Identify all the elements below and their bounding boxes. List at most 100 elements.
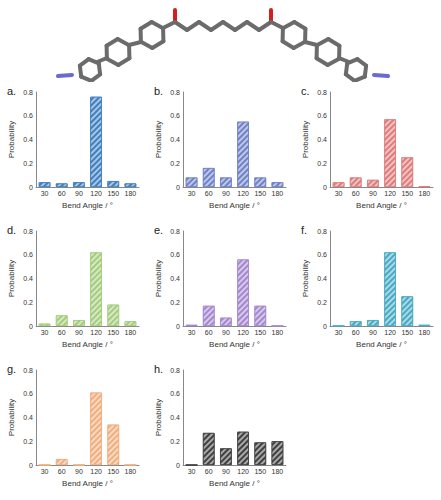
svg-text:Bend Angle / °: Bend Angle / ° [356,340,407,349]
svg-text:0: 0 [176,323,180,330]
svg-text:120: 120 [384,329,396,336]
svg-text:180: 180 [272,468,284,475]
svg-text:0.8: 0.8 [23,89,33,96]
svg-text:0: 0 [176,462,180,469]
svg-text:0: 0 [323,184,327,191]
svg-text:90: 90 [222,468,230,475]
svg-text:180: 180 [272,329,284,336]
svg-text:150: 150 [401,190,413,197]
svg-text:150: 150 [254,329,266,336]
svg-text:0.2: 0.2 [170,438,180,445]
svg-text:0.4: 0.4 [317,275,327,282]
svg-text:0.8: 0.8 [23,228,33,235]
svg-text:30: 30 [335,190,343,197]
svg-text:Bend Angle / °: Bend Angle / ° [209,201,260,210]
svg-text:0.2: 0.2 [23,438,33,445]
svg-text:Bend Angle / °: Bend Angle / ° [62,479,113,488]
svg-text:Bend Angle / °: Bend Angle / ° [356,201,407,210]
svg-text:120: 120 [90,190,102,197]
svg-text:150: 150 [107,190,119,197]
svg-text:90: 90 [75,468,83,475]
svg-text:150: 150 [401,329,413,336]
svg-text:150: 150 [254,468,266,475]
svg-text:Probability: Probability [154,399,163,436]
svg-text:180: 180 [125,329,137,336]
svg-text:0.8: 0.8 [317,228,327,235]
svg-text:90: 90 [369,190,377,197]
svg-text:0.6: 0.6 [317,112,327,119]
svg-text:g.: g. [7,363,16,375]
svg-text:0.6: 0.6 [317,251,327,258]
svg-text:30: 30 [41,468,49,475]
svg-text:0.4: 0.4 [170,414,180,421]
svg-text:90: 90 [222,329,230,336]
svg-text:0.4: 0.4 [170,136,180,143]
svg-text:0.6: 0.6 [170,251,180,258]
svg-text:0.8: 0.8 [170,228,180,235]
svg-text:150: 150 [107,329,119,336]
svg-text:0: 0 [29,462,33,469]
svg-text:30: 30 [41,190,49,197]
svg-text:0.2: 0.2 [317,160,327,167]
svg-text:Bend Angle / °: Bend Angle / ° [209,340,260,349]
svg-text:30: 30 [188,468,196,475]
svg-text:Probability: Probability [7,260,16,297]
svg-text:0.4: 0.4 [317,136,327,143]
svg-text:Probability: Probability [7,121,16,158]
svg-text:0: 0 [323,323,327,330]
svg-text:180: 180 [125,468,137,475]
svg-text:30: 30 [188,329,196,336]
svg-text:0.8: 0.8 [317,89,327,96]
svg-text:h.: h. [154,363,163,375]
svg-text:Probability: Probability [154,260,163,297]
svg-text:30: 30 [41,329,49,336]
svg-text:120: 120 [237,329,249,336]
svg-text:0: 0 [29,184,33,191]
svg-text:Bend Angle / °: Bend Angle / ° [209,479,260,488]
svg-text:a.: a. [7,85,16,97]
svg-text:60: 60 [205,468,213,475]
svg-text:b.: b. [154,85,163,97]
svg-text:60: 60 [58,190,66,197]
svg-text:d.: d. [7,224,16,236]
svg-text:Probability: Probability [7,399,16,436]
svg-text:120: 120 [90,329,102,336]
svg-text:Probability: Probability [154,121,163,158]
svg-text:0.6: 0.6 [23,112,33,119]
svg-text:Probability: Probability [301,260,310,297]
svg-text:0.6: 0.6 [23,251,33,258]
svg-text:0.6: 0.6 [170,112,180,119]
svg-text:180: 180 [419,329,431,336]
svg-text:f.: f. [301,224,307,236]
svg-text:0.6: 0.6 [170,390,180,397]
svg-text:0.2: 0.2 [23,299,33,306]
svg-text:90: 90 [75,329,83,336]
svg-text:e.: e. [154,224,163,236]
svg-text:Bend Angle / °: Bend Angle / ° [62,201,113,210]
svg-text:0.8: 0.8 [170,367,180,374]
svg-text:180: 180 [419,190,431,197]
svg-text:0.2: 0.2 [317,299,327,306]
svg-text:0.2: 0.2 [170,299,180,306]
svg-text:120: 120 [237,190,249,197]
svg-text:0: 0 [176,184,180,191]
svg-text:0.4: 0.4 [23,414,33,421]
svg-text:120: 120 [90,468,102,475]
svg-text:30: 30 [188,190,196,197]
svg-text:150: 150 [254,190,266,197]
svg-text:60: 60 [352,329,360,336]
svg-text:60: 60 [205,190,213,197]
svg-text:90: 90 [75,190,83,197]
svg-text:60: 60 [352,190,360,197]
svg-text:0: 0 [29,323,33,330]
svg-text:150: 150 [107,468,119,475]
svg-text:180: 180 [272,190,284,197]
svg-text:30: 30 [335,329,343,336]
svg-text:0.4: 0.4 [23,136,33,143]
svg-text:60: 60 [58,329,66,336]
svg-text:Probability: Probability [301,121,310,158]
svg-text:0.2: 0.2 [23,160,33,167]
svg-text:180: 180 [125,190,137,197]
svg-text:60: 60 [205,329,213,336]
svg-text:60: 60 [58,468,66,475]
